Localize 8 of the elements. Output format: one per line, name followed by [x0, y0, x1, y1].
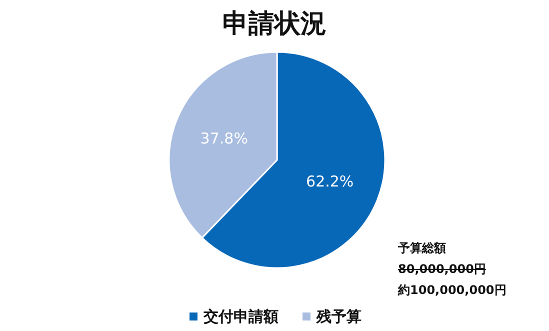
text: 80,000,000円 — [398, 261, 487, 278]
text: 約100,000,000円 — [398, 282, 506, 299]
data-label: 62.2% — [306, 172, 354, 190]
legend-label: 残予算 — [316, 308, 362, 326]
data-label: 37.8% — [200, 130, 248, 148]
text: 予算総額 — [398, 240, 447, 257]
legend-label: 交付申請額 — [202, 308, 278, 326]
chart-title: 申請状況 — [222, 9, 326, 39]
